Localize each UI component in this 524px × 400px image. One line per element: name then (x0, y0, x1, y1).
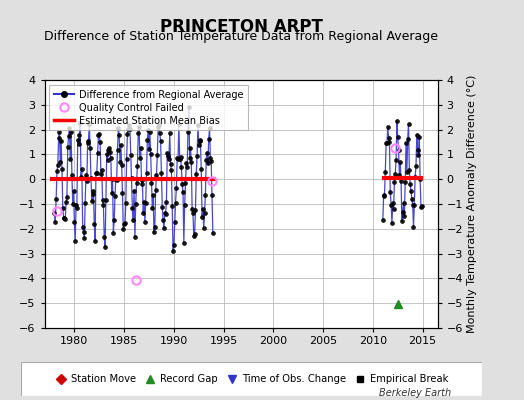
Text: PRINCETON ARPT: PRINCETON ARPT (160, 18, 322, 36)
Legend: Station Move, Record Gap, Time of Obs. Change, Empirical Break: Station Move, Record Gap, Time of Obs. C… (52, 371, 451, 387)
Text: Berkeley Earth: Berkeley Earth (378, 388, 451, 398)
Y-axis label: Monthly Temperature Anomaly Difference (°C): Monthly Temperature Anomaly Difference (… (467, 75, 477, 333)
Text: Difference of Station Temperature Data from Regional Average: Difference of Station Temperature Data f… (44, 30, 438, 43)
Legend: Difference from Regional Average, Quality Control Failed, Estimated Station Mean: Difference from Regional Average, Qualit… (49, 85, 248, 130)
